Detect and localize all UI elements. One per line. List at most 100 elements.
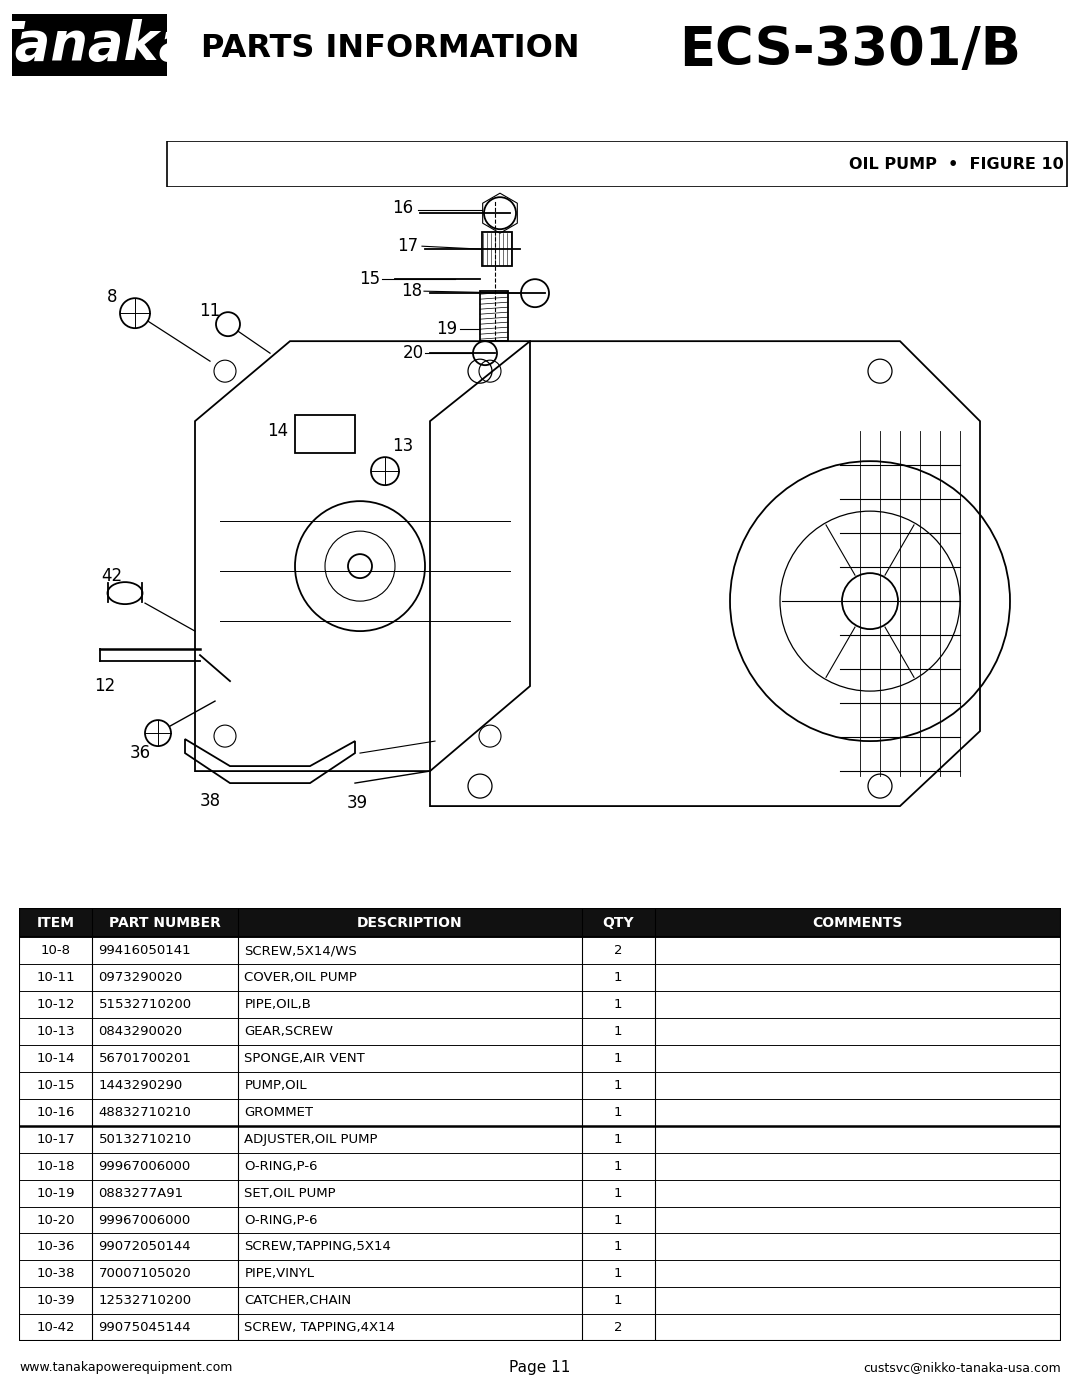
Text: 48832710210: 48832710210 — [98, 1106, 191, 1119]
Text: OIL PUMP  •  FIGURE 10: OIL PUMP • FIGURE 10 — [849, 156, 1064, 172]
Text: 16: 16 — [392, 200, 414, 217]
Text: 1: 1 — [613, 1133, 622, 1146]
Text: 99075045144: 99075045144 — [98, 1322, 191, 1334]
Text: 1: 1 — [613, 1241, 622, 1253]
Bar — [19, 1071, 1061, 1099]
Text: 2: 2 — [613, 944, 622, 957]
Text: ITEM: ITEM — [37, 916, 75, 930]
Bar — [19, 1315, 1061, 1341]
Text: 10-39: 10-39 — [37, 1294, 76, 1308]
Text: PART NUMBER: PART NUMBER — [109, 916, 221, 930]
Text: 15: 15 — [360, 270, 380, 288]
Text: GROMMET: GROMMET — [244, 1106, 313, 1119]
Text: SCREW,TAPPING,5X14: SCREW,TAPPING,5X14 — [244, 1241, 391, 1253]
Text: 1: 1 — [613, 1294, 622, 1308]
Text: 10-13: 10-13 — [37, 1025, 76, 1038]
Text: COVER,OIL PUMP: COVER,OIL PUMP — [244, 971, 357, 985]
Text: 10-36: 10-36 — [37, 1241, 76, 1253]
Text: GEAR,SCREW: GEAR,SCREW — [244, 1025, 334, 1038]
Text: O-RING,P-6: O-RING,P-6 — [244, 1214, 318, 1227]
Text: 1: 1 — [613, 1106, 622, 1119]
Text: ADJUSTER,OIL PUMP: ADJUSTER,OIL PUMP — [244, 1133, 378, 1146]
Text: 10-14: 10-14 — [37, 1052, 76, 1065]
Text: SPONGE,AIR VENT: SPONGE,AIR VENT — [244, 1052, 365, 1065]
Bar — [19, 1018, 1061, 1045]
Text: SET,OIL PUMP: SET,OIL PUMP — [244, 1186, 336, 1200]
Text: 36: 36 — [130, 745, 150, 763]
Text: 10-12: 10-12 — [37, 999, 76, 1011]
Text: 10-20: 10-20 — [37, 1214, 76, 1227]
Text: 99416050141: 99416050141 — [98, 944, 191, 957]
Text: 1: 1 — [613, 1267, 622, 1280]
Text: 20: 20 — [403, 344, 423, 362]
Bar — [19, 1287, 1061, 1315]
Text: 0883277A91: 0883277A91 — [98, 1186, 184, 1200]
Text: 13: 13 — [392, 437, 414, 455]
Text: 12: 12 — [94, 678, 116, 696]
Bar — [19, 1207, 1061, 1234]
Bar — [19, 1234, 1061, 1260]
Text: 99967006000: 99967006000 — [98, 1160, 191, 1172]
Text: custsvc@nikko-tanaka-usa.com: custsvc@nikko-tanaka-usa.com — [863, 1361, 1061, 1375]
Bar — [19, 964, 1061, 992]
Text: PUMP,OIL: PUMP,OIL — [244, 1078, 307, 1092]
Text: 1: 1 — [613, 1160, 622, 1172]
Text: 10-11: 10-11 — [37, 971, 76, 985]
Text: SCREW,5X14/WS: SCREW,5X14/WS — [244, 944, 357, 957]
Text: 70007105020: 70007105020 — [98, 1267, 191, 1280]
Text: 56701700201: 56701700201 — [98, 1052, 191, 1065]
Bar — [19, 1179, 1061, 1207]
Text: 12532710200: 12532710200 — [98, 1294, 191, 1308]
Text: 10-15: 10-15 — [37, 1078, 76, 1092]
Text: 2: 2 — [613, 1322, 622, 1334]
Text: 10-17: 10-17 — [37, 1133, 76, 1146]
Text: 10-19: 10-19 — [37, 1186, 76, 1200]
Text: CATCHER,CHAIN: CATCHER,CHAIN — [244, 1294, 351, 1308]
Text: 1: 1 — [613, 1078, 622, 1092]
Text: SCREW, TAPPING,4X14: SCREW, TAPPING,4X14 — [244, 1322, 395, 1334]
Text: PIPE,OIL,B: PIPE,OIL,B — [244, 999, 311, 1011]
Text: 51532710200: 51532710200 — [98, 999, 191, 1011]
Text: 0843290020: 0843290020 — [98, 1025, 183, 1038]
Text: 99967006000: 99967006000 — [98, 1214, 191, 1227]
Bar — [19, 992, 1061, 1018]
Text: QTY: QTY — [603, 916, 634, 930]
Text: O-RING,P-6: O-RING,P-6 — [244, 1160, 318, 1172]
Text: 10-18: 10-18 — [37, 1160, 76, 1172]
Text: 10-38: 10-38 — [37, 1267, 76, 1280]
Bar — [19, 1260, 1061, 1287]
Bar — [19, 1126, 1061, 1153]
Text: 1: 1 — [613, 1052, 622, 1065]
Text: 10-42: 10-42 — [37, 1322, 76, 1334]
Text: COMMENTS: COMMENTS — [812, 916, 903, 930]
Text: 38: 38 — [200, 792, 220, 810]
Text: 19: 19 — [436, 320, 458, 338]
Bar — [19, 908, 1061, 937]
Text: 8: 8 — [107, 288, 118, 306]
Text: 17: 17 — [397, 237, 419, 256]
Text: 10-16: 10-16 — [37, 1106, 76, 1119]
Text: Tanaka: Tanaka — [0, 20, 194, 71]
Text: 1: 1 — [613, 1214, 622, 1227]
Bar — [295, 415, 355, 453]
Text: 1: 1 — [613, 999, 622, 1011]
Text: 14: 14 — [268, 422, 288, 440]
Text: 1: 1 — [613, 1025, 622, 1038]
Text: 42: 42 — [102, 567, 122, 585]
Text: PARTS INFORMATION: PARTS INFORMATION — [201, 32, 579, 64]
Text: 39: 39 — [347, 793, 367, 812]
Text: 0973290020: 0973290020 — [98, 971, 183, 985]
Text: PIPE,VINYL: PIPE,VINYL — [244, 1267, 314, 1280]
Text: 10-8: 10-8 — [41, 944, 71, 957]
Text: 1443290290: 1443290290 — [98, 1078, 183, 1092]
Bar — [167, 141, 1067, 187]
Bar — [19, 1045, 1061, 1071]
Text: DESCRIPTION: DESCRIPTION — [357, 916, 462, 930]
Bar — [19, 1153, 1061, 1179]
Text: 11: 11 — [200, 302, 220, 320]
Text: Page 11: Page 11 — [510, 1361, 570, 1375]
Bar — [19, 1099, 1061, 1126]
Text: www.tanakapowerequipment.com: www.tanakapowerequipment.com — [19, 1361, 233, 1375]
Text: ECS-3301/B: ECS-3301/B — [679, 24, 1021, 75]
Text: 18: 18 — [402, 282, 422, 300]
